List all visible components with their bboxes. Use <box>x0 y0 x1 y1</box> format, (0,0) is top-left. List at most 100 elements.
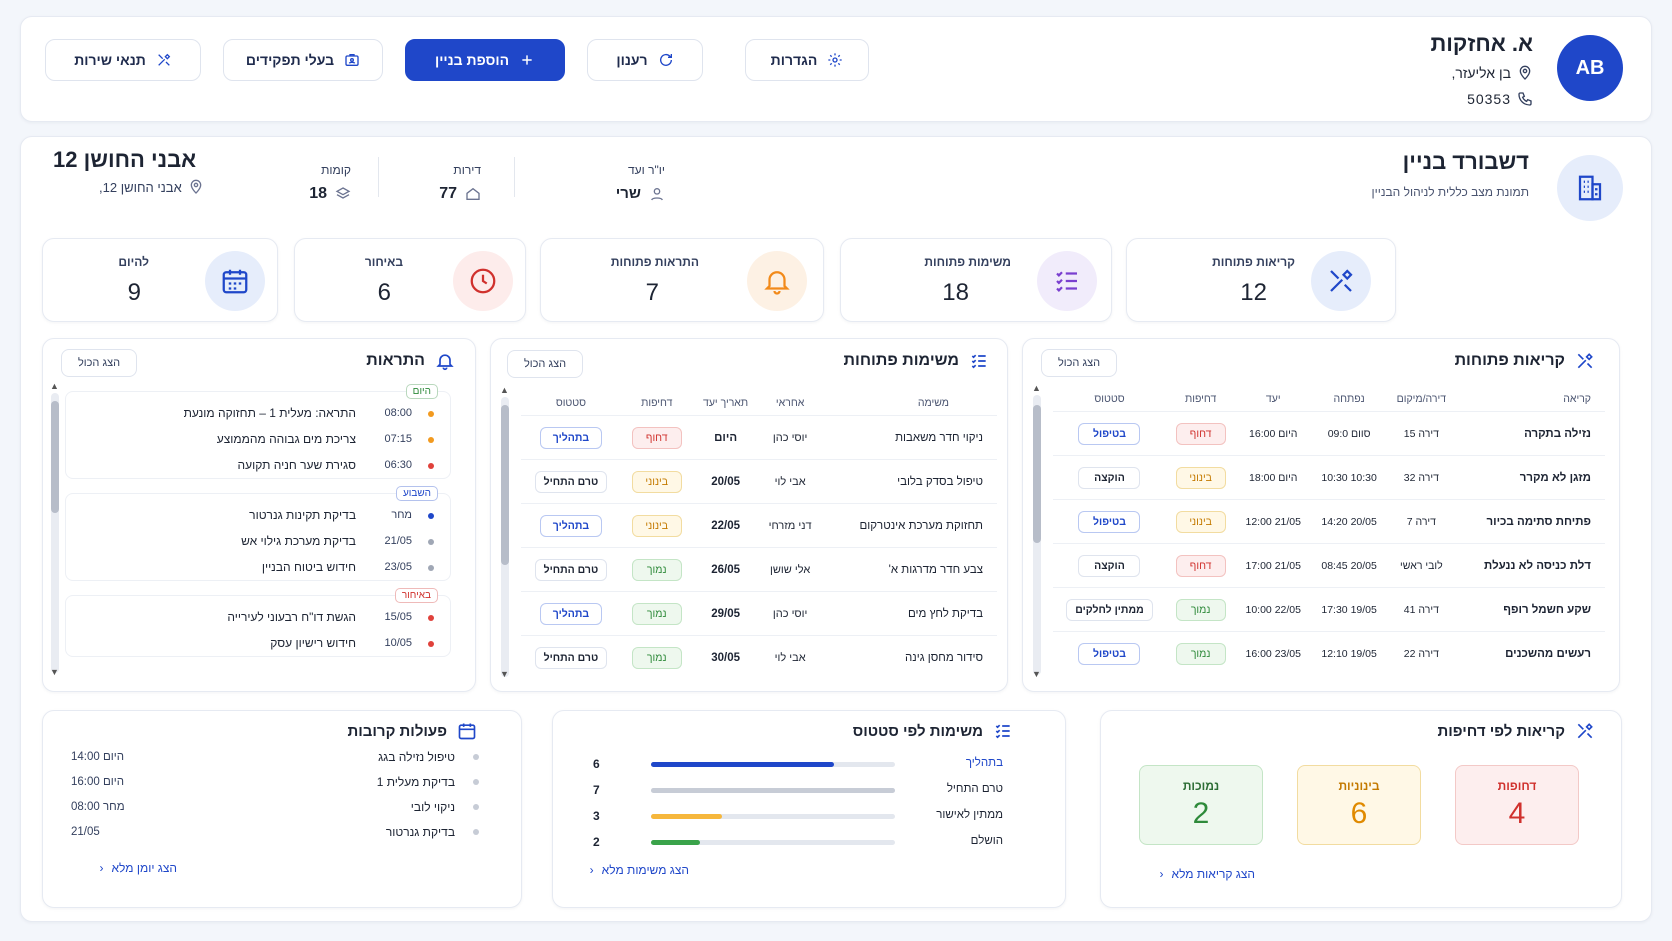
open-calls-show-all-button[interactable]: הצג הכול <box>1041 349 1117 377</box>
kpi-open-tasks[interactable]: משימות פתוחות 18 <box>840 238 1112 322</box>
scroll-up-icon[interactable]: ▲ <box>50 381 59 391</box>
tasks-by-status-title-text: משימות לפי סטטוס <box>852 722 983 740</box>
status-badge[interactable]: הוקצה <box>1078 554 1141 577</box>
company-address: בן אליעזר, <box>1451 65 1511 81</box>
status-bar-row[interactable]: הושלם 2 <box>553 833 1065 853</box>
kpi-overdue[interactable]: באיחור 6 <box>294 238 526 322</box>
alert-status-dot <box>412 458 450 472</box>
upcoming-actions-panel: פעולות קרובות טיפול נזילה בגג היום 14:00 ב… <box>42 710 522 908</box>
alerts-group: השבוע מחר בדיקת תקינות גנרטור 21/05 בדיקת מע… <box>65 486 451 581</box>
table-row[interactable]: תחזוקת מערכת אינטרקום דני מזרחי 22/05 בינונ… <box>521 503 997 548</box>
status-badge[interactable]: טרם התחיל <box>534 558 608 581</box>
scroll-up-icon[interactable]: ▲ <box>500 385 509 395</box>
add-building-button[interactable]: הוספת בניין <box>405 39 565 81</box>
upcoming-text: ניקוי לובי <box>410 800 455 814</box>
alert-item[interactable]: 10/05 חידוש רישיון עסק <box>66 630 450 656</box>
status-bar-row[interactable]: בתהליך 6 <box>553 755 1065 775</box>
floors-stat: קומות 18 <box>271 163 351 203</box>
call-priority-cell: נמוך <box>1165 631 1236 676</box>
call-opened: 19/05 12:10 <box>1311 631 1388 676</box>
alert-item[interactable]: 08:00 התראה: מעלית 1 – תחזוקה מונעת <box>66 400 450 426</box>
table-row[interactable]: פתיחת סתימה בכיור דירה 7 20/05 14:20 21/05 … <box>1053 499 1605 544</box>
upcoming-item[interactable]: בדיקת מעלית 1 היום 16:00 <box>71 772 479 792</box>
upcoming-item[interactable]: טיפול נזילה בגג היום 14:00 <box>71 747 479 767</box>
alerts-scrollbar[interactable] <box>51 393 59 673</box>
table-row[interactable]: שקע חשמל רופף דירה 41 19/05 17:30 22/05 10:… <box>1053 587 1605 632</box>
table-row[interactable]: רעשים מהשכנים דירה 22 19/05 12:10 23/05 16:… <box>1053 631 1605 676</box>
call-title: רעשים מהשכנים <box>1455 631 1605 676</box>
table-row[interactable]: טיפול בסדק בלובי אבי לוי 20/05 בינוני טרם הת… <box>521 459 997 504</box>
status-bar-row[interactable]: ממתין לאישור 3 <box>553 807 1065 827</box>
open-tasks-show-all-button[interactable]: הצג הכול <box>507 350 583 378</box>
tools-icon <box>156 52 172 68</box>
show-calendar-link[interactable]: הצג יומן מלא ‹ <box>99 861 177 875</box>
alert-item[interactable]: 21/05 בדיקת מערכת גילוי אש <box>66 528 450 554</box>
open-tasks-scroll-thumb[interactable] <box>501 405 509 565</box>
open-tasks-table-wrap: משימה אחראי תאריך יעד דחיפות סטטוס ניקוי… <box>521 391 997 680</box>
status-badge[interactable]: טרם התחיל <box>534 646 608 669</box>
roles-button[interactable]: בעלי תפקידים <box>223 39 383 81</box>
kpi-open-alerts[interactable]: התראות פתוחות 7 <box>540 238 824 322</box>
priority-urgent-box[interactable]: דחופות 4 <box>1455 765 1579 845</box>
show-calls-link[interactable]: הצג קריאות מלא ‹ <box>1160 867 1255 881</box>
call-opened: סוום 09:0 <box>1311 411 1388 456</box>
task-due: 30/05 <box>692 635 759 680</box>
settings-button[interactable]: הגדרות <box>745 39 869 81</box>
kpi-today-icon-wrap <box>205 251 265 311</box>
task-due: 22/05 <box>692 503 759 548</box>
col-due-date: תאריך יעד <box>703 397 749 409</box>
alert-item[interactable]: 07:15 צריכת מים גבוהה מהממוצע <box>66 426 450 452</box>
upcoming-item[interactable]: בדיקת גנרטור 21/05 <box>71 822 479 842</box>
table-row[interactable]: ניקוי חדר משאבות יוסי כהן היום דחוף בתהליך <box>521 415 997 460</box>
priority-badge: דחוף <box>1175 554 1226 577</box>
tools-icon <box>1577 353 1593 369</box>
table-row[interactable]: בדיקת לחץ מים יוסי כהן 29/05 נמוך בתהליך <box>521 591 997 636</box>
service-terms-button[interactable]: תנאי שירות <box>45 39 201 81</box>
status-badge[interactable]: בתהליך <box>539 514 602 537</box>
upcoming-item[interactable]: ניקוי לובי מחר 08:00 <box>71 797 479 817</box>
alert-item[interactable]: 23/05 חידוש ביטוח הבניין <box>66 554 450 580</box>
status-badge[interactable]: בתהליך <box>539 426 602 449</box>
alerts-scroll-thumb[interactable] <box>51 401 59 513</box>
scroll-down-icon[interactable]: ▼ <box>500 669 509 679</box>
table-row[interactable]: דלת כניסה לא ננעלת לובי ראשי 20/05 08:45 21… <box>1053 543 1605 588</box>
priority-medium-box[interactable]: בינוניות 6 <box>1297 765 1421 845</box>
kpi-today[interactable]: להיום 9 <box>42 238 278 322</box>
status-bar-label: ממתין לאישור <box>936 809 1003 821</box>
scroll-down-icon[interactable]: ▼ <box>50 667 59 677</box>
open-calls-scroll-thumb[interactable] <box>1033 405 1041 543</box>
status-badge[interactable]: הוקצה <box>1078 466 1141 489</box>
alerts-show-all-button[interactable]: הצג הכול <box>61 349 137 377</box>
status-bar-row[interactable]: טרם התחיל 7 <box>553 781 1065 801</box>
status-badge[interactable]: בתהליך <box>539 602 602 625</box>
show-tasks-link[interactable]: הצג משימות מלא ‹ <box>590 863 689 877</box>
show-tasks-link-text: הצג משימות מלא <box>601 863 689 877</box>
call-location: דירה 41 <box>1387 587 1456 632</box>
table-row[interactable]: נזילה בתקרה דירה 15 סוום 09:0 היום 16:00 דחו… <box>1053 411 1605 456</box>
status-badge[interactable]: בטיפול <box>1078 510 1141 533</box>
status-badge[interactable]: טרם התחיל <box>534 470 608 493</box>
alert-status-dot <box>412 610 450 624</box>
alerts-group: באיחור 15/05 הגשת דו"ח רבעוני לעירייה 10/05… <box>65 588 451 657</box>
refresh-button[interactable]: רענון <box>587 39 703 81</box>
call-opened: 10:30 10:30 <box>1311 455 1388 500</box>
status-badge[interactable]: בטיפול <box>1078 642 1141 665</box>
scroll-up-icon[interactable]: ▲ <box>1032 383 1041 393</box>
table-row[interactable]: סידור מחסן גינה אבי לוי 30/05 נמוך טרם התחיל <box>521 635 997 680</box>
alert-item[interactable]: מחר בדיקת תקינות גנרטור <box>66 502 450 528</box>
priority-badge: נמוך <box>631 646 682 669</box>
status-badge[interactable]: ממתין לחלקים <box>1066 598 1153 621</box>
kpi-open-calls[interactable]: קריאות פתוחות 12 <box>1126 238 1396 322</box>
priority-low-box[interactable]: נמוכות 2 <box>1139 765 1263 845</box>
status-badge[interactable]: בטיפול <box>1078 422 1141 445</box>
floors-value: 18 <box>309 185 327 202</box>
avatar[interactable]: AB <box>1557 35 1623 101</box>
alert-item[interactable]: 06:30 סגירת שער חניה תקועה <box>66 452 450 478</box>
table-row[interactable]: מזגן לא מקרר דירה 32 10:30 10:30 היום 18:00… <box>1053 455 1605 500</box>
alert-item[interactable]: 15/05 הגשת דו"ח רבעוני לעירייה <box>66 604 450 630</box>
scroll-down-icon[interactable]: ▼ <box>1032 669 1041 679</box>
table-row[interactable]: צבע חדר מדרגות א' אלי שושן 26/05 נמוך טרם הת… <box>521 547 997 592</box>
open-calls-title-text: קריאות פתוחות <box>1454 352 1565 369</box>
call-status-cell: בטיפול <box>1053 631 1166 676</box>
col-due: יעד <box>1265 393 1281 405</box>
